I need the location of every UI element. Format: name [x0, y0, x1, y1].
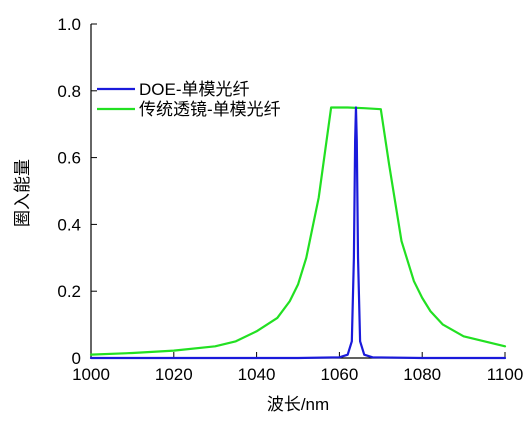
series-lines	[89, 106, 507, 360]
x-axis-title: 波长/nm	[267, 395, 329, 414]
y-tick-label: 0.4	[57, 215, 81, 234]
x-tick-label: 1060	[320, 365, 358, 384]
ticks: 0 0.2 0.4 0.6 0.8 1.0 1000 1020 1040 1060 1080 1100	[57, 15, 523, 384]
y-tick-label: 0.2	[57, 282, 81, 301]
x-tick-label: 1100	[487, 365, 524, 384]
x-tick-label: 1000	[72, 365, 110, 384]
legend-label: 传统透镜-单模光纤	[139, 100, 281, 119]
series-line	[89, 106, 507, 356]
y-tick-label: 0.6	[57, 149, 81, 168]
x-tick-label: 1080	[403, 365, 441, 384]
x-tick-label: 1040	[238, 365, 276, 384]
series-line	[89, 106, 507, 360]
y-axis-title: 圈入能量	[13, 159, 32, 227]
axes	[90, 24, 505, 359]
y-tick-label: 0	[72, 349, 81, 368]
y-tick-label: 1.0	[57, 15, 81, 34]
x-tick-label: 1020	[155, 365, 193, 384]
legend-label: DOE-单模光纤	[139, 80, 250, 99]
y-tick-label: 0.8	[57, 82, 81, 101]
